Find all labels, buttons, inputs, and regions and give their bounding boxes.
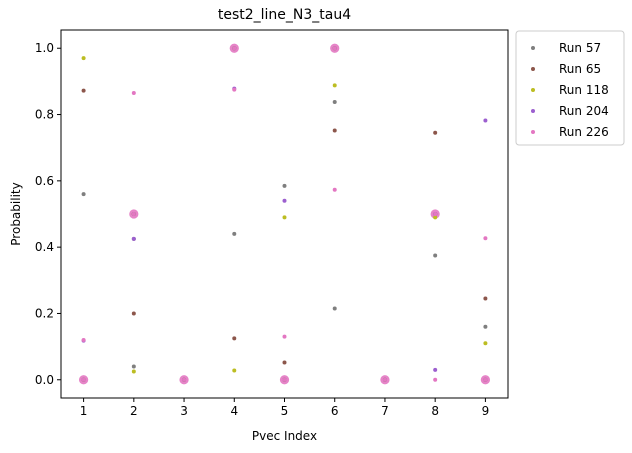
point-series-4 (81, 337, 86, 342)
legend-marker (531, 67, 535, 71)
point-series-4 (332, 46, 337, 51)
point-series-4 (433, 377, 438, 382)
point-series-4 (131, 212, 136, 216)
point-series-2 (282, 215, 287, 220)
point-series-0 (433, 253, 438, 258)
x-axis-label: Pvec Index (252, 429, 317, 443)
y-tick-label: 1.0 (35, 41, 54, 55)
x-tick-label: 3 (180, 404, 188, 418)
legend-label: Run 226 (559, 125, 609, 139)
point-series-1 (282, 360, 287, 365)
x-tick-label: 7 (381, 404, 389, 418)
point-series-4 (433, 212, 438, 216)
point-series-4 (81, 377, 86, 382)
x-tick-label: 4 (230, 404, 238, 418)
point-series-4 (232, 87, 237, 92)
point-series-0 (81, 192, 86, 197)
y-axis-label: Probability (9, 182, 23, 245)
legend-label: Run 118 (559, 83, 609, 97)
x-tick-label: 9 (482, 404, 490, 418)
point-series-2 (332, 83, 337, 88)
point-series-0 (332, 306, 337, 311)
point-series-4 (282, 377, 287, 382)
point-series-4 (182, 377, 187, 382)
legend-box (515, 30, 625, 146)
y-axis: 0.0 0.2 0.4 0.6 0.8 1.0 (35, 41, 61, 387)
x-axis: 1 2 3 4 5 6 7 8 9 (80, 398, 489, 418)
point-series-0 (282, 183, 287, 188)
legend-marker (531, 130, 535, 134)
point-series-0 (131, 364, 136, 369)
y-tick-label: 0.8 (35, 108, 54, 122)
legend-marker (531, 46, 535, 50)
point-series-2 (81, 56, 86, 61)
legend-label: Run 204 (559, 104, 609, 118)
point-series-1 (232, 336, 237, 341)
point-series-2 (433, 215, 438, 220)
chart-title: test2_line_N3_tau4 (218, 7, 351, 23)
legend-items: Run 57 Run 65 Run 118 Run 204 Run 226 (531, 41, 609, 139)
points-layer (81, 46, 488, 382)
point-series-3 (282, 198, 287, 203)
point-series-1 (332, 128, 337, 133)
point-series-2 (232, 368, 237, 373)
point-series-0 (232, 231, 237, 236)
x-tick-label: 8 (431, 404, 439, 418)
y-tick-label: 0.2 (35, 306, 54, 320)
point-series-4 (382, 377, 387, 382)
legend-label: Run 65 (559, 62, 601, 76)
point-series-4 (131, 90, 136, 95)
legend: Run 57 Run 65 Run 118 Run 204 Run 226 (515, 30, 625, 146)
x-tick-label: 1 (80, 404, 88, 418)
point-series-1 (433, 130, 438, 135)
point-series-1 (81, 88, 86, 93)
point-series-3 (483, 118, 488, 123)
large-markers-layer (79, 43, 490, 385)
y-tick-label: 0.6 (35, 174, 54, 188)
x-tick-label: 6 (331, 404, 339, 418)
y-tick-label: 0.0 (35, 373, 54, 387)
legend-label: Run 57 (559, 41, 601, 55)
point-series-4 (232, 46, 237, 51)
x-tick-label: 5 (281, 404, 289, 418)
point-series-4 (282, 334, 287, 339)
point-series-0 (332, 99, 337, 104)
plot-area (60, 29, 509, 399)
y-tick-label: 0.4 (35, 240, 54, 254)
point-series-3 (131, 236, 136, 241)
point-series-1 (483, 296, 488, 301)
point-series-4 (483, 236, 488, 241)
x-tick-label: 2 (130, 404, 138, 418)
legend-marker (531, 88, 535, 92)
point-series-4 (483, 377, 488, 382)
point-series-2 (483, 341, 488, 346)
point-series-4 (332, 187, 337, 192)
point-series-0 (483, 324, 488, 329)
point-series-1 (131, 311, 136, 316)
point-series-3 (433, 367, 438, 372)
point-series-2 (131, 369, 136, 374)
legend-marker (531, 109, 535, 113)
